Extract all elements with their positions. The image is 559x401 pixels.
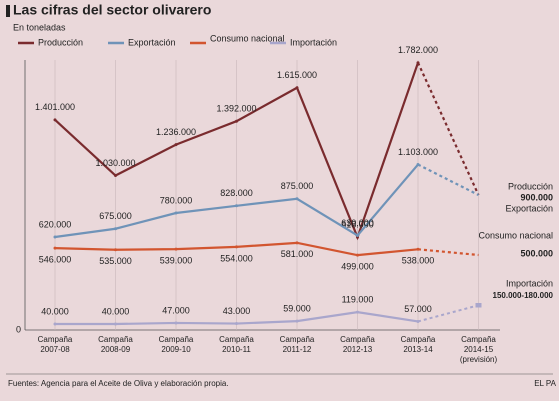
data-label: 1.236.000 [156, 127, 196, 137]
x-tick-label: 2012-13 [343, 345, 373, 354]
point [416, 163, 420, 167]
forecast-name: Producción [508, 181, 553, 191]
x-tick-label: Campaña [219, 335, 254, 344]
forecast-range [475, 303, 482, 308]
data-label: 630.000 [341, 218, 374, 228]
source: Fuentes: Agencia para el Aceite de Oliva… [8, 379, 229, 388]
point [416, 61, 420, 65]
title-marker [6, 5, 10, 17]
data-label: 620.000 [39, 219, 72, 229]
point [356, 310, 359, 314]
x-tick-label: 2009-10 [161, 345, 191, 354]
point [356, 234, 359, 237]
data-label: 40.000 [102, 306, 130, 316]
x-tick-label: (previsión) [460, 355, 498, 364]
forecast-label: 900.000 [520, 192, 553, 202]
data-label: 875.000 [281, 181, 314, 191]
point [53, 118, 57, 122]
data-label: 499.000 [341, 262, 374, 272]
forecast-name: Importación [506, 278, 553, 288]
forecast-label: 150.000-180.000 [493, 291, 554, 300]
data-label: 1.615.000 [277, 70, 317, 80]
x-tick-label: Campaña [340, 335, 375, 344]
x-tick-label: Campaña [401, 335, 436, 344]
data-label: 1.782.000 [398, 45, 438, 55]
data-label: 1.401.000 [35, 102, 75, 112]
data-label: 581.000 [281, 249, 314, 259]
forecast-label: 500.000 [520, 248, 553, 258]
point [356, 253, 359, 257]
point [114, 322, 117, 326]
data-label: 828.000 [220, 188, 253, 198]
credit: EL PA [534, 379, 556, 388]
point [53, 322, 57, 326]
legend-label: Consumo nacional [210, 33, 285, 43]
data-label: 47.000 [162, 305, 190, 315]
point [53, 246, 57, 250]
point [235, 204, 238, 208]
x-tick-label: 2011-12 [283, 345, 312, 354]
forecast-line [417, 163, 479, 196]
point [174, 211, 178, 215]
data-label: 535.000 [99, 256, 132, 266]
data-label: 546.000 [39, 254, 72, 264]
point [174, 143, 178, 147]
point [53, 235, 57, 239]
x-tick-label: Campaña [38, 335, 73, 344]
chart-title: Las cifras del sector olivarero [13, 2, 211, 18]
point [235, 322, 238, 326]
data-label: 59.000 [283, 304, 311, 314]
data-label: 675.000 [99, 211, 132, 221]
forecast-line [417, 248, 479, 257]
x-tick-label: Campaña [280, 335, 315, 344]
data-label: 1.392.000 [216, 104, 256, 114]
legend-label: Importación [290, 37, 337, 47]
data-label: 538.000 [402, 256, 435, 266]
x-tick-label: 2008-09 [101, 345, 131, 354]
forecast-name: Exportación [505, 203, 553, 213]
point [235, 245, 238, 249]
data-label: 554.000 [220, 253, 253, 263]
point [295, 86, 299, 90]
legend-label: Exportación [128, 37, 176, 47]
point [114, 227, 117, 231]
point [174, 321, 178, 325]
data-label: 618.000 [341, 220, 374, 230]
point [235, 119, 238, 123]
data-label: 40.000 [41, 306, 69, 316]
data-label: 1.030.000 [95, 158, 135, 168]
forecast-line [417, 304, 479, 323]
point [114, 174, 117, 177]
forecast-name: Consumo nacional [478, 230, 553, 240]
point [114, 248, 117, 252]
data-label: 539.000 [160, 256, 193, 266]
x-tick-label: Campaña [461, 335, 496, 344]
y-tick-label: 0 [16, 324, 21, 334]
point [295, 319, 299, 323]
data-label: 57.000 [404, 304, 432, 314]
point [295, 241, 299, 245]
x-tick-label: 2013-14 [403, 345, 433, 354]
point [416, 247, 420, 251]
x-tick-label: 2007-08 [40, 345, 70, 354]
x-tick-label: 2010-11 [222, 345, 251, 354]
data-label: 780.000 [160, 195, 193, 205]
point [174, 247, 178, 251]
data-label: 1.103.000 [398, 147, 438, 157]
subtitle: En toneladas [13, 22, 66, 32]
x-tick-label: 2014-15 [464, 345, 494, 354]
legend-label: Producción [38, 37, 83, 47]
data-label: 43.000 [223, 306, 251, 316]
point [295, 197, 299, 201]
data-label: 119.000 [342, 295, 374, 305]
x-tick-label: Campaña [98, 335, 133, 344]
forecast-line [416, 62, 480, 196]
x-tick-label: Campaña [159, 335, 194, 344]
